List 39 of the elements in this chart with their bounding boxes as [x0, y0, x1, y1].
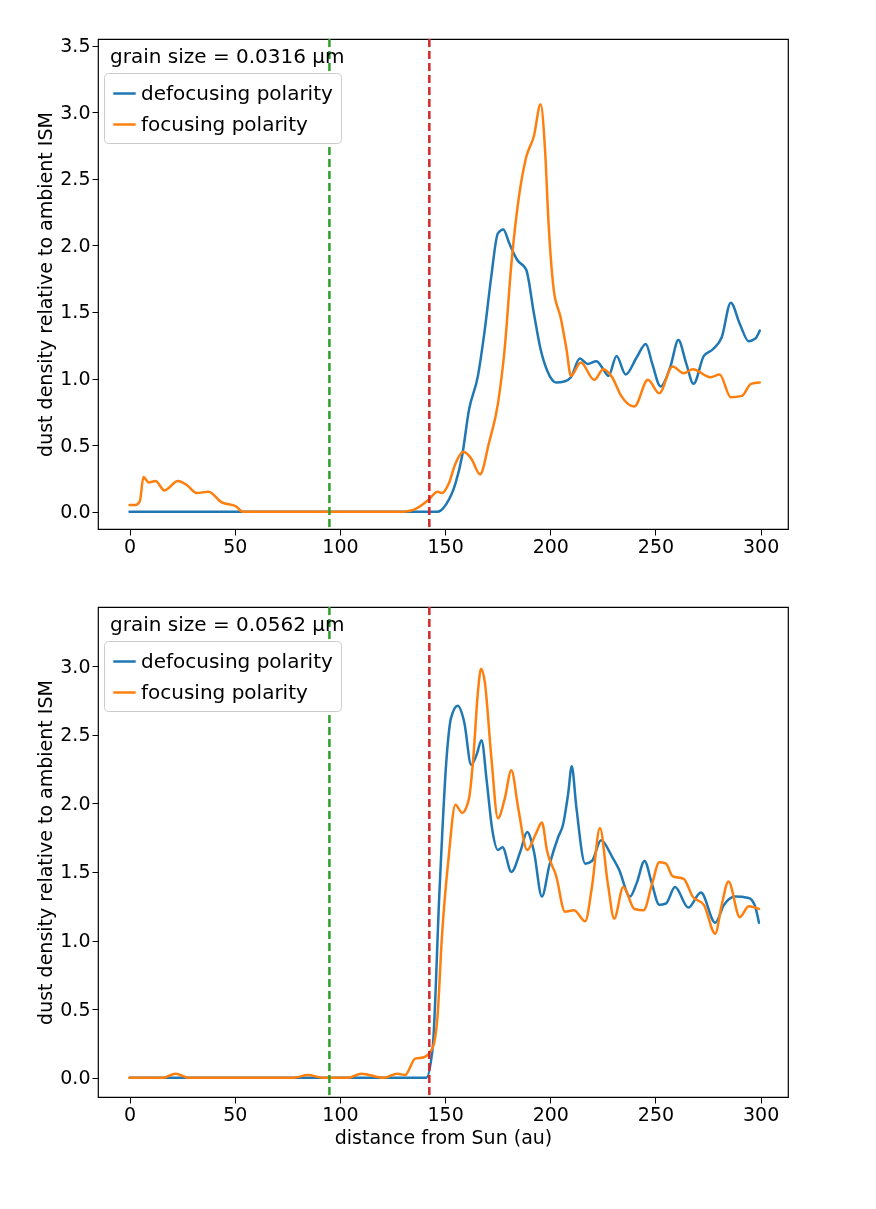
y-tick-label: 3.0 [60, 100, 91, 123]
x-tick-label: 100 [322, 1102, 359, 1125]
y-axis-title: dust density relative to ambient ISM [34, 680, 57, 1025]
y-tick-label: 2.0 [60, 233, 91, 256]
legend-label: focusing polarity [141, 679, 309, 704]
legend-label: focusing polarity [141, 111, 309, 136]
y-tick-label: 2.5 [60, 167, 91, 190]
y-tick-label: 1.0 [60, 929, 91, 952]
y-tick-label: 0.0 [60, 500, 91, 523]
y-tick-label: 2.0 [60, 791, 91, 814]
y-tick-label: 1.0 [60, 367, 91, 390]
x-tick-label: 150 [427, 1102, 464, 1125]
x-tick-label: 50 [223, 534, 248, 557]
annotation: grain size = 0.0562 μm [110, 612, 345, 636]
x-tick-label: 150 [427, 534, 464, 557]
annotation: grain size = 0.0316 μm [110, 44, 345, 68]
y-tick-label: 1.5 [60, 300, 91, 323]
y-tick-label: 2.5 [60, 723, 91, 746]
y-tick-label: 1.5 [60, 860, 91, 883]
x-tick-label: 100 [322, 534, 359, 557]
y-tick-label: 3.0 [60, 654, 91, 677]
legend-label: defocusing polarity [141, 648, 334, 673]
x-tick-label: 0 [124, 534, 137, 557]
x-tick-label: 250 [637, 1102, 675, 1125]
y-axis-title: dust density relative to ambient ISM [34, 112, 57, 457]
x-tick-label: 300 [743, 1102, 780, 1125]
x-tick-label: 200 [532, 1102, 569, 1125]
x-axis-title: distance from Sun (au) [334, 1125, 553, 1148]
legend-label: defocusing polarity [141, 80, 334, 105]
x-tick-label: 50 [223, 1102, 248, 1125]
y-tick-label: 0.0 [60, 1066, 91, 1089]
line-series [128, 103, 762, 513]
y-tick-label: 0.5 [60, 433, 91, 456]
y-tick-label: 3.5 [60, 34, 91, 57]
x-tick-label: 300 [743, 534, 780, 557]
y-tick-label: 0.5 [60, 997, 91, 1020]
x-tick-label: 200 [532, 534, 569, 557]
x-tick-label: 250 [637, 534, 675, 557]
x-tick-label: 0 [124, 1102, 137, 1125]
